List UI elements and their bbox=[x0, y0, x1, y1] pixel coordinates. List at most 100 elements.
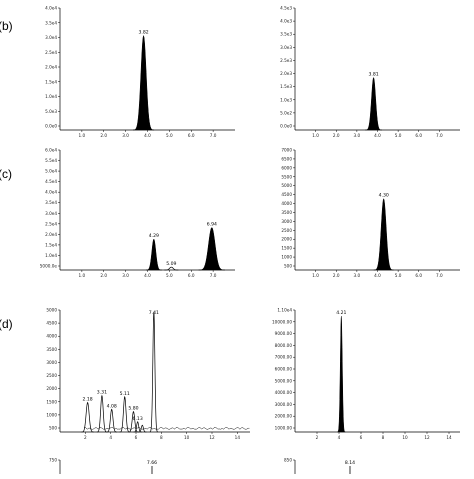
peak-label: 3.81 bbox=[368, 72, 378, 78]
y-tick-label: 1.10e4 bbox=[277, 308, 292, 313]
y-tick-label: 500 bbox=[49, 426, 57, 431]
y-tick-label: 6000 bbox=[281, 165, 292, 170]
y-tick-label: 1000 bbox=[46, 412, 57, 417]
x-tick-label: 6.0 bbox=[415, 273, 422, 278]
y-tick-label: 6.0e4 bbox=[45, 148, 57, 153]
x-tick-label: 7.0 bbox=[436, 273, 443, 278]
peak bbox=[365, 76, 382, 131]
panel-label: (b) bbox=[0, 19, 13, 33]
chart-panel: 7000 6500 6000 5500 5000 4500 4000 3500 3000 2500… bbox=[281, 148, 460, 278]
x-tick-label: 6.0 bbox=[188, 133, 195, 138]
peak-label: 4.21 bbox=[336, 310, 346, 316]
y-tick-label: 4.0e4 bbox=[45, 6, 57, 11]
x-tick-label: 1.0 bbox=[312, 133, 319, 138]
y-tick-label: 2000 bbox=[281, 237, 292, 242]
peak bbox=[133, 34, 155, 131]
y-tick-label: 4.5e4 bbox=[45, 179, 57, 184]
peak-label: 4.30 bbox=[379, 193, 389, 199]
peak bbox=[149, 311, 158, 433]
peak-label: 7.66 bbox=[147, 460, 157, 466]
x-tick-label: 5.0 bbox=[166, 273, 173, 278]
y-tick-label: 3500 bbox=[281, 210, 292, 215]
y-tick-label: 5000 bbox=[46, 308, 57, 313]
chart-panel: 4.0e4 3.5e4 3.0e4 2.5e4 2.0e4 1.5e4 1.0e4 5.0e3… bbox=[45, 6, 235, 138]
x-tick-label: 4 bbox=[109, 435, 112, 440]
y-tick-label: 1.0e4 bbox=[45, 253, 57, 258]
peak bbox=[119, 395, 130, 433]
y-tick-label: 5000.00 bbox=[275, 378, 293, 383]
y-tick-label: 4.0e4 bbox=[45, 190, 57, 195]
peak bbox=[81, 401, 94, 433]
y-tick-label: 4.5e3 bbox=[280, 6, 292, 11]
y-tick-label: 3000.00 bbox=[275, 402, 293, 407]
y-tick-label: 8000.00 bbox=[275, 343, 293, 348]
peak-label: 5.09 bbox=[166, 261, 176, 267]
y-tick-label: 4000 bbox=[46, 334, 57, 339]
y-tick-label: 2.0e4 bbox=[45, 65, 57, 70]
y-tick-label: 3.5e3 bbox=[280, 32, 292, 37]
peak-label: 3.31 bbox=[97, 390, 107, 396]
y-tick-label: 2500 bbox=[46, 373, 57, 378]
y-tick-label: 2.5e4 bbox=[45, 221, 57, 226]
y-tick-label: 0.0e0 bbox=[280, 124, 292, 129]
x-tick-label: 5.0 bbox=[395, 273, 402, 278]
x-tick-label: 4 bbox=[338, 435, 341, 440]
y-tick-label: 2.0e3 bbox=[280, 71, 292, 76]
y-tick-label: 3500 bbox=[46, 347, 57, 352]
y-tick-label: 5500 bbox=[281, 174, 292, 179]
y-tick-label: 5.5e4 bbox=[45, 158, 57, 163]
y-tick-label: 1.5e4 bbox=[45, 79, 57, 84]
y-tick-label: 3.5e4 bbox=[45, 200, 57, 205]
x-tick-label: 4.0 bbox=[374, 273, 381, 278]
y-tick-label: 3000 bbox=[46, 360, 57, 365]
y-tick-label: 10000.00 bbox=[272, 319, 292, 324]
chart-panel: 850 8.14 bbox=[284, 458, 355, 474]
y-tick-label: 1.5e3 bbox=[280, 84, 292, 89]
x-tick-label: 8 bbox=[160, 435, 163, 440]
y-tick-label: 5000.0e bbox=[40, 264, 58, 269]
chart-panel: 750 7.66 bbox=[49, 458, 157, 474]
chart-panel: 4.5e3 4.0e3 3.5e3 3.0e3 2.5e3 2.0e3 1.5e3 1.0e3… bbox=[280, 6, 460, 138]
peak bbox=[133, 421, 142, 433]
y-tick-label: 2.5e4 bbox=[45, 50, 57, 55]
y-tick-label: 5000 bbox=[281, 183, 292, 188]
peak bbox=[337, 316, 346, 433]
y-tick-label: 3.0e4 bbox=[45, 35, 57, 40]
chart-panel: 5000 4500 4000 3500 3000 2500 2000 1500 1000 500 2… bbox=[46, 308, 250, 440]
x-tick-label: 14 bbox=[446, 435, 452, 440]
peak-label: 4.08 bbox=[107, 403, 117, 409]
y-tick-label: 4500 bbox=[46, 321, 57, 326]
y-tick-label: 9000.00 bbox=[275, 331, 293, 336]
x-tick-label: 5.0 bbox=[395, 133, 402, 138]
y-tick-label: 4000.00 bbox=[275, 390, 293, 395]
y-tick-label: 500 bbox=[284, 264, 292, 269]
y-tick-label: 5.0e3 bbox=[45, 109, 57, 114]
chart-panel: 6.0e4 5.5e4 5.0e4 4.5e4 4.0e4 3.5e4 3.0e4 2.5e4… bbox=[40, 148, 235, 278]
peak bbox=[128, 410, 139, 433]
y-tick-label: 0.0e0 bbox=[45, 124, 57, 129]
x-tick-label: 7.0 bbox=[210, 133, 217, 138]
chart-panel: 1.10e4 10000.00 9000.00 8000.00 7000.00 6000.… bbox=[272, 308, 460, 440]
x-tick-label: 12 bbox=[424, 435, 430, 440]
x-tick-label: 2.0 bbox=[100, 133, 107, 138]
y-tick-label: 1500 bbox=[46, 399, 57, 404]
y-tick-label: 1.0e4 bbox=[45, 94, 57, 99]
x-tick-label: 1.0 bbox=[312, 273, 319, 278]
baseline-trace bbox=[84, 426, 250, 430]
x-tick-label: 1.0 bbox=[79, 133, 86, 138]
y-tick-label: 2000.00 bbox=[275, 414, 293, 419]
y-tick-label: 2000 bbox=[46, 386, 57, 391]
x-tick-label: 12 bbox=[209, 435, 215, 440]
x-tick-label: 2 bbox=[84, 435, 87, 440]
x-tick-label: 2 bbox=[316, 435, 319, 440]
peak-label: 7.41 bbox=[149, 310, 159, 316]
x-tick-label: 10 bbox=[402, 435, 408, 440]
y-tick-label: 2.5e3 bbox=[280, 58, 292, 63]
y-tick-label: 4000 bbox=[281, 201, 292, 206]
x-tick-label: 3.0 bbox=[354, 273, 361, 278]
x-tick-label: 6.0 bbox=[415, 133, 422, 138]
x-tick-label: 2.0 bbox=[333, 133, 340, 138]
y-tick-label: 2.0e4 bbox=[45, 232, 57, 237]
